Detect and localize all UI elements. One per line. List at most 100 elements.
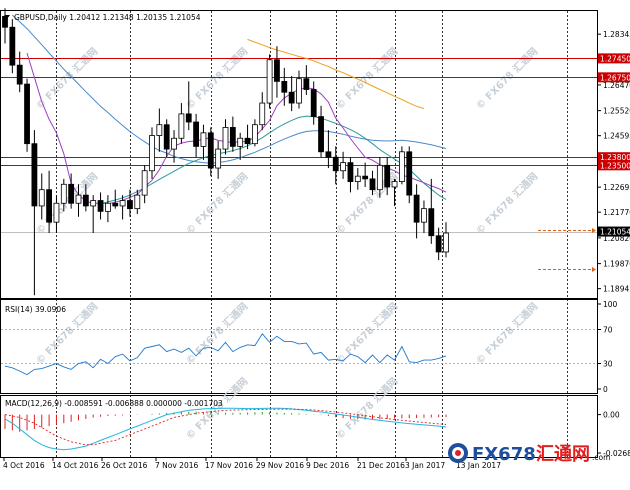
candle-body bbox=[296, 78, 302, 104]
candle bbox=[244, 124, 251, 150]
candle-body bbox=[421, 208, 427, 223]
candle bbox=[229, 116, 236, 152]
candle-body bbox=[398, 151, 405, 182]
candle bbox=[38, 173, 45, 220]
candle-body bbox=[82, 194, 89, 207]
candle-body bbox=[229, 127, 236, 147]
candle-body bbox=[244, 137, 251, 145]
candle bbox=[340, 151, 347, 179]
candle-body bbox=[193, 121, 200, 147]
candle-body bbox=[156, 124, 163, 136]
price-pane-frame bbox=[0, 10, 598, 299]
candle-body bbox=[53, 202, 60, 223]
candle bbox=[398, 146, 405, 185]
candle bbox=[369, 170, 376, 196]
candle bbox=[134, 189, 141, 215]
date-tick-label: 3 Jan 2017 bbox=[405, 461, 445, 470]
candle bbox=[354, 168, 361, 190]
candle bbox=[215, 140, 222, 179]
candle bbox=[97, 192, 104, 220]
candle bbox=[141, 165, 148, 204]
candle bbox=[82, 184, 89, 212]
candle bbox=[362, 162, 369, 187]
candle bbox=[163, 119, 170, 158]
candle bbox=[178, 103, 185, 144]
candle bbox=[200, 124, 207, 160]
candle bbox=[2, 8, 8, 44]
candle bbox=[296, 70, 302, 109]
current-price-label: 1.21054 bbox=[600, 228, 630, 237]
candle bbox=[24, 78, 30, 152]
candle-body bbox=[369, 178, 376, 191]
macd-tick-label: 0.00 bbox=[603, 411, 620, 420]
date-tick-label: 26 Oct 2016 bbox=[101, 461, 148, 470]
candle-body bbox=[149, 135, 155, 172]
candle-body bbox=[90, 200, 97, 207]
candle-body bbox=[134, 194, 141, 210]
candle-body bbox=[24, 83, 30, 145]
candle-body bbox=[251, 124, 258, 145]
candle bbox=[185, 81, 192, 131]
candle-body bbox=[31, 143, 38, 207]
price-tick-label: 1.20820 bbox=[603, 234, 630, 243]
candle bbox=[428, 178, 435, 244]
candle-body bbox=[376, 164, 383, 191]
svg-text:.com: .com bbox=[592, 453, 610, 462]
candle-body bbox=[178, 113, 185, 139]
candle bbox=[421, 200, 427, 234]
symbol-info: GBPUSD,Daily 1.20412 1.21348 1.20135 1.2… bbox=[14, 13, 201, 22]
candle bbox=[281, 67, 288, 106]
rsi-line bbox=[4, 333, 447, 376]
rsi-label: RSI(14) 39.0906 bbox=[5, 305, 66, 314]
candle bbox=[376, 157, 383, 198]
macd-tick-label: -0.026827 bbox=[603, 449, 630, 458]
candle bbox=[68, 173, 75, 209]
candle-body bbox=[163, 124, 170, 150]
candle-body bbox=[119, 200, 126, 207]
price-tick-label: 1.21770 bbox=[603, 208, 630, 217]
candle bbox=[332, 146, 339, 185]
candle-body bbox=[310, 89, 317, 117]
moving-average-line bbox=[11, 14, 447, 164]
candle bbox=[9, 19, 16, 74]
candle-body bbox=[215, 148, 222, 169]
candle bbox=[413, 184, 420, 239]
rsi-tick-label: 0 bbox=[603, 385, 608, 394]
projection-arrows bbox=[538, 228, 596, 272]
candle-body bbox=[185, 113, 192, 123]
candle-body bbox=[68, 183, 75, 204]
rsi-tick-label: 70 bbox=[603, 326, 613, 335]
svg-text:FX678: FX678 bbox=[472, 444, 536, 465]
dropdown-triangle-icon[interactable] bbox=[4, 15, 10, 19]
candle-body bbox=[38, 189, 45, 207]
price-tick-label: 1.23800 bbox=[600, 153, 630, 162]
candle-body bbox=[318, 116, 324, 153]
rsi-tick-label: 100 bbox=[603, 300, 618, 309]
candle-body bbox=[281, 80, 288, 93]
candle bbox=[259, 92, 266, 131]
candle bbox=[127, 189, 133, 217]
candle bbox=[46, 170, 52, 234]
candle-body bbox=[171, 137, 177, 150]
candle bbox=[391, 178, 398, 206]
candle-body bbox=[266, 59, 273, 104]
date-tick-label: 13 Jan 2017 bbox=[456, 461, 501, 470]
candle-body bbox=[259, 102, 266, 126]
candle-body bbox=[384, 164, 391, 188]
svg-text:汇通网: 汇通网 bbox=[536, 444, 590, 465]
candle bbox=[16, 51, 23, 93]
candle bbox=[156, 108, 163, 152]
candle bbox=[60, 178, 67, 212]
price-level-box bbox=[598, 72, 630, 83]
candle-body bbox=[105, 202, 111, 212]
price-level-box bbox=[598, 152, 630, 163]
date-tick-label: 9 Dec 2016 bbox=[306, 461, 349, 470]
candle-body bbox=[303, 78, 310, 90]
candle bbox=[75, 184, 82, 217]
candle-body bbox=[207, 132, 214, 169]
candlesticks bbox=[2, 8, 449, 296]
candle-body bbox=[141, 170, 148, 196]
date-tick-label: 29 Nov 2016 bbox=[256, 461, 304, 470]
candle-body bbox=[97, 200, 104, 212]
